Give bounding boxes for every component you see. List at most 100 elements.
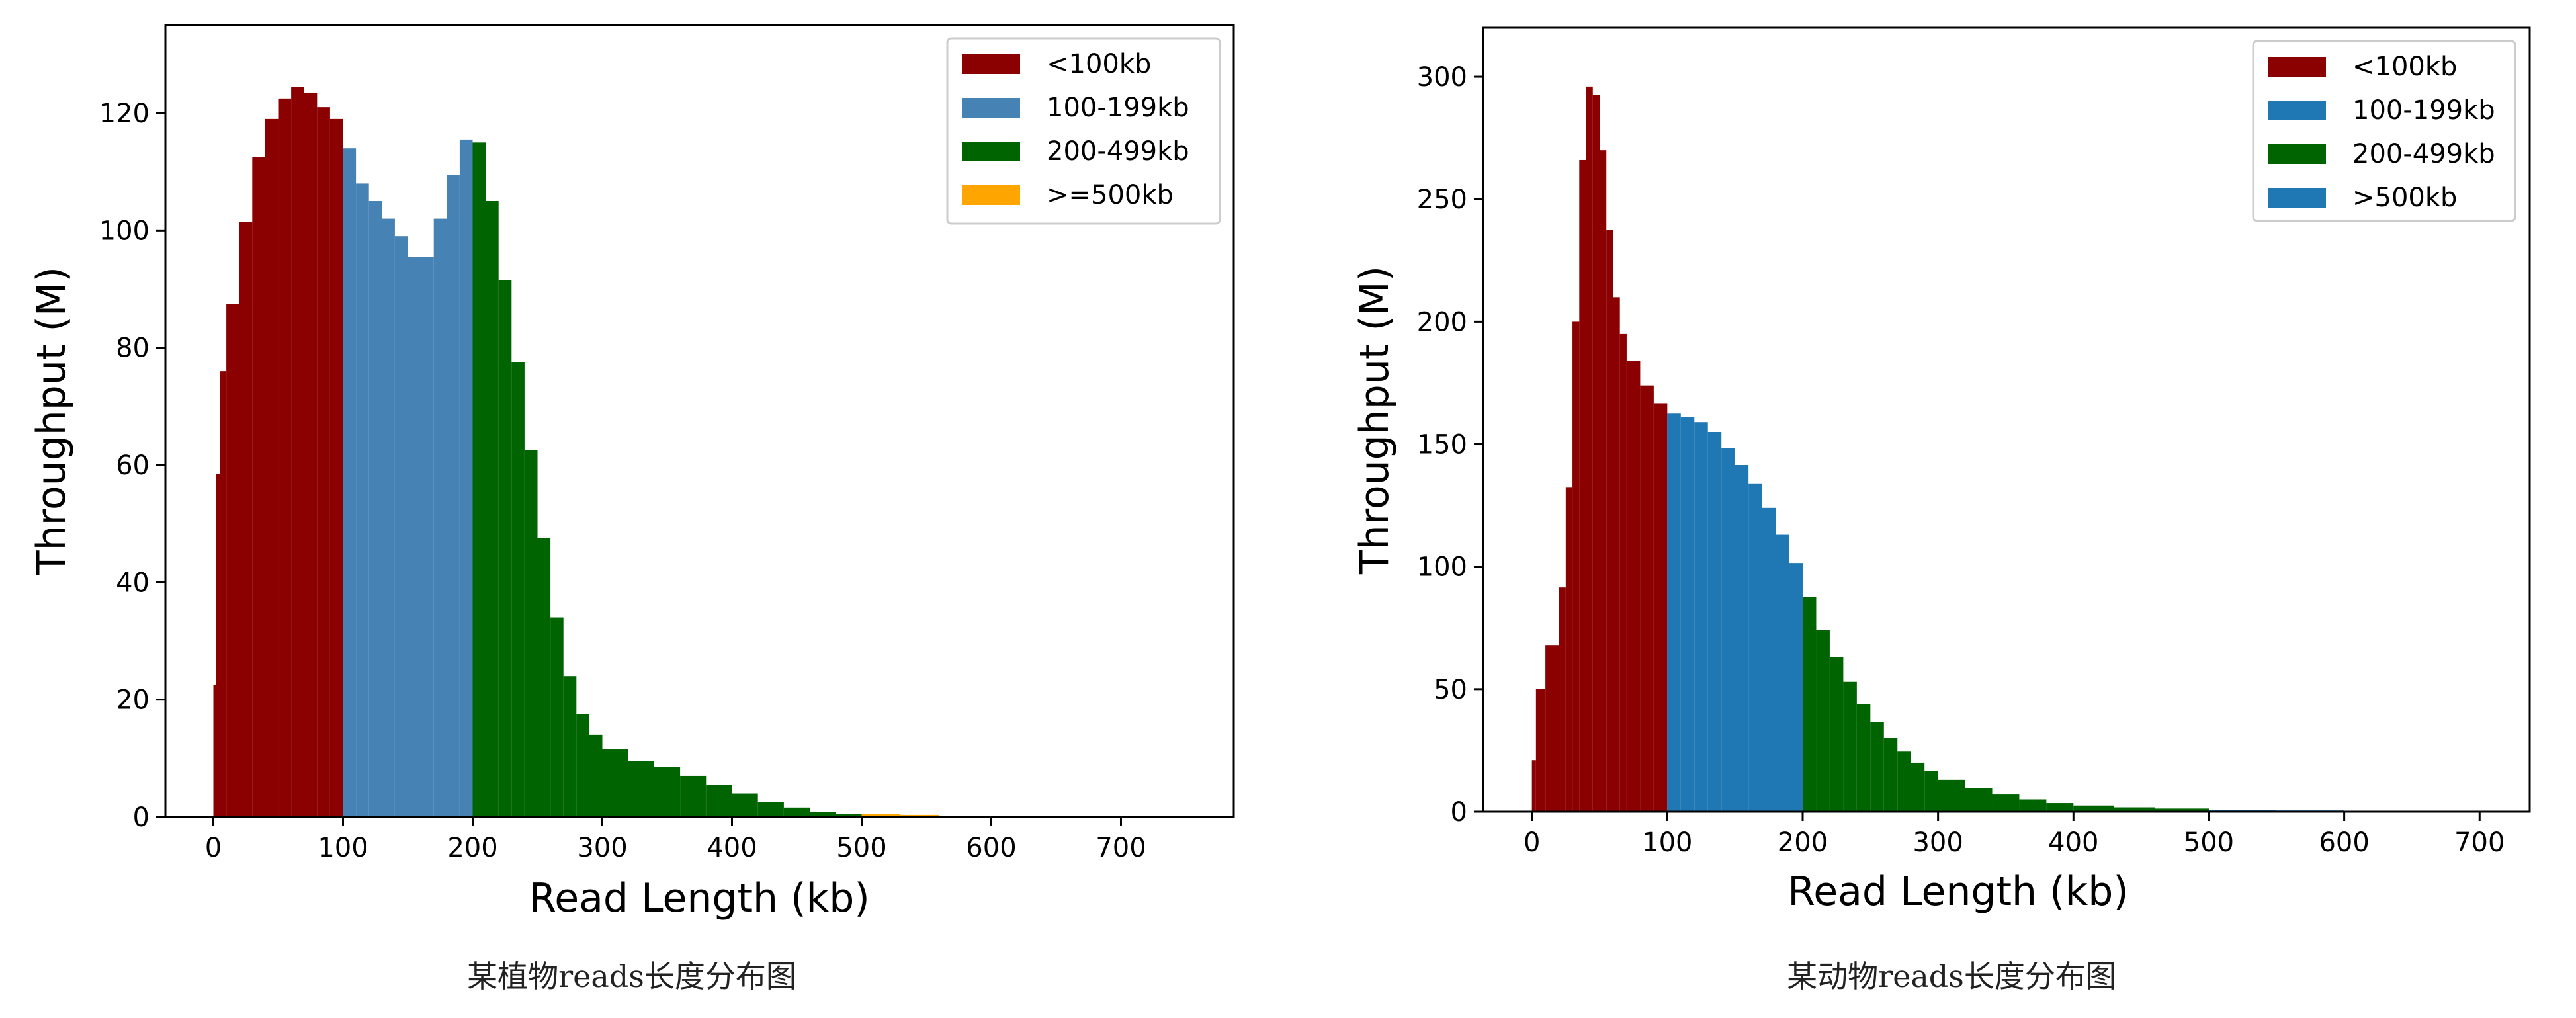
animal-bar — [1924, 771, 1938, 812]
chart-animal: 0 100 200 300 400 500 600 700 0 50 100 150 200 250 30… — [1352, 26, 2531, 994]
animal-bar — [1843, 681, 1857, 812]
animal-xtick-label: 600 — [2319, 827, 2369, 858]
plant-bar — [252, 157, 265, 817]
plant-plot-frame — [164, 24, 1235, 818]
plant-xtick-label: 100 — [318, 833, 368, 863]
plant-xtick-label: 700 — [1095, 833, 1146, 863]
plant-xtick-label: 400 — [707, 833, 757, 863]
animal-yticks: 0 50 100 150 200 250 300 — [1417, 62, 1483, 827]
animal-bar — [1535, 689, 1546, 812]
plant-bar — [732, 793, 758, 817]
animal-ytick-label: 300 — [1417, 62, 1467, 93]
animal-ytick-label: 200 — [1417, 307, 1467, 337]
plant-bar — [602, 749, 628, 817]
animal-bar — [1816, 630, 1830, 812]
animal-bar — [1789, 563, 1803, 812]
plant-xticks: 0 100 200 300 400 500 600 700 — [205, 817, 1146, 863]
plant-yticks: 0 20 40 60 80 100 120 — [99, 99, 165, 833]
animal-bar — [1776, 534, 1789, 812]
plant-bar — [537, 538, 551, 817]
plant-bar — [550, 617, 564, 817]
animal-bar — [1992, 794, 2020, 812]
plant-bar — [680, 775, 707, 817]
animal-legend-swatch — [2268, 144, 2326, 164]
animal-bar — [2155, 808, 2209, 812]
animal-ytick-label: 100 — [1417, 552, 1467, 583]
plant-bar — [757, 802, 784, 817]
animal-xtick-label: 400 — [2048, 827, 2098, 858]
plant-xlabel: Read Length (kb) — [529, 875, 870, 921]
plant-bar — [317, 107, 330, 818]
animal-bar — [1559, 587, 1566, 812]
animal-legend-swatch — [2268, 188, 2326, 208]
plant-bar — [382, 218, 395, 818]
animal-bar — [1938, 779, 1965, 812]
animal-bar — [1707, 432, 1722, 812]
animal-bar — [2046, 803, 2074, 812]
plant-bar — [421, 257, 434, 817]
plant-legend-box — [946, 37, 1221, 225]
plant-bar — [654, 767, 681, 817]
animal-xtick-label: 300 — [1912, 827, 1963, 858]
plant-bar — [356, 183, 369, 817]
animal-bar — [2114, 807, 2155, 812]
animal-xticks: 0 100 200 300 400 500 600 700 — [1524, 812, 2505, 858]
animal-bar — [1565, 487, 1573, 812]
animal-bar — [1545, 645, 1559, 812]
animal-xtick-label: 200 — [1778, 827, 1828, 858]
animal-legend-swatch — [2268, 57, 2326, 77]
plant-bar — [213, 685, 216, 817]
animal-xtick-label: 700 — [2454, 827, 2505, 858]
plant-ylabel: Throughput (M) — [28, 267, 75, 575]
plant-bar — [900, 814, 940, 817]
animal-bar — [1883, 738, 1898, 812]
plant-bar — [836, 814, 862, 817]
animal-legend: <100kb 100-199kb 200-499kb >500kb — [2252, 40, 2516, 222]
animal-xtick-label: 0 — [1524, 827, 1540, 858]
plant-ytick-label: 120 — [99, 99, 150, 129]
plant-bar — [291, 87, 304, 818]
plant-ytick-label: 0 — [133, 802, 150, 833]
animal-bar — [1870, 722, 1884, 812]
animal-bar — [1619, 333, 1627, 812]
plant-bar — [239, 222, 253, 817]
plant-bar — [447, 175, 460, 818]
plant-legend-label: <100kb — [1047, 49, 1151, 79]
animal-bar — [1640, 385, 1654, 812]
plant-legend-swatch — [962, 142, 1020, 161]
animal-bar — [1762, 507, 1776, 812]
animal-bar — [2073, 805, 2114, 812]
plant-bar — [408, 257, 421, 817]
plant-bar — [498, 280, 512, 817]
animal-legend-label: 100-199kb — [2352, 95, 2495, 126]
animal-legend-label: <100kb — [2352, 52, 2457, 82]
animal-bar — [1653, 403, 1668, 812]
animal-bar — [2019, 799, 2047, 812]
animal-ylabel: Throughput (M) — [1352, 266, 1398, 575]
plant-bar — [216, 474, 220, 817]
plant-bar — [706, 785, 732, 817]
plant-ytick-label: 40 — [116, 568, 150, 598]
chart-plant: 0 100 200 300 400 500 600 700 0 20 40 60 80 100 120 R… — [28, 24, 1235, 994]
animal-bar — [1572, 321, 1580, 812]
plant-ytick-label: 100 — [99, 216, 150, 246]
plant-bar — [329, 118, 343, 817]
plant-legend: <100kb 100-199kb 200-499kb >=500kb — [946, 37, 1221, 225]
animal-bar — [1911, 762, 1925, 812]
animal-bar — [1897, 751, 1911, 812]
animal-legend-swatch — [2268, 101, 2326, 120]
animal-xtick-label: 500 — [2184, 827, 2234, 858]
animal-legend-box — [2252, 40, 2516, 222]
plant-ytick-label: 60 — [116, 450, 150, 481]
animal-bar — [1694, 422, 1708, 812]
animal-bar — [1586, 86, 1593, 812]
plant-legend-swatch — [962, 185, 1020, 205]
plant-legend-swatch — [962, 54, 1020, 74]
plant-legend-label: 100-199kb — [1047, 93, 1189, 123]
plant-ytick-label: 80 — [116, 333, 150, 364]
plant-bar — [220, 371, 227, 817]
plant-bar — [278, 98, 292, 817]
animal-legend-label: >500kb — [2352, 183, 2457, 213]
plant-bar — [783, 807, 810, 817]
animal-bar — [1829, 657, 1844, 812]
